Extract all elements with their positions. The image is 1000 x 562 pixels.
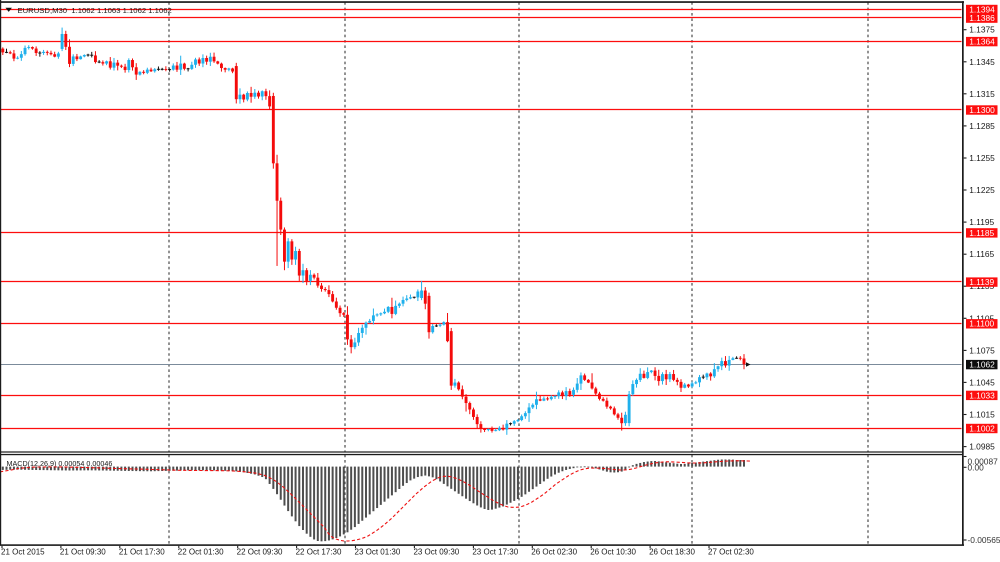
svg-text:1.1345: 1.1345 xyxy=(969,57,995,67)
svg-text:MACD(12,26,9) 0.00054 0.00046: MACD(12,26,9) 0.00054 0.00046 xyxy=(7,459,113,468)
svg-text:1.1255: 1.1255 xyxy=(969,153,995,163)
svg-text:1.1165: 1.1165 xyxy=(969,249,994,259)
svg-text:1.1195: 1.1195 xyxy=(969,217,994,227)
svg-text:21 Oct 09:30: 21 Oct 09:30 xyxy=(60,548,106,557)
svg-text:1.1100: 1.1100 xyxy=(969,319,994,329)
svg-text:EURUSD,M30 1.1062 1.1063 1.10: EURUSD,M30 1.1062 1.1063 1.1062 1.1062 xyxy=(18,6,172,15)
svg-text:22 Oct 09:30: 22 Oct 09:30 xyxy=(237,548,283,557)
svg-text:26 Oct 02:30: 26 Oct 02:30 xyxy=(531,548,577,557)
svg-text:1.1002: 1.1002 xyxy=(969,423,995,433)
svg-text:1.1285: 1.1285 xyxy=(969,121,995,131)
svg-text:1.1062: 1.1062 xyxy=(969,360,995,370)
svg-text:1.1375: 1.1375 xyxy=(969,25,995,35)
svg-text:1.1315: 1.1315 xyxy=(969,89,995,99)
svg-text:0.00: 0.00 xyxy=(968,462,985,472)
svg-text:23 Oct 17:30: 23 Oct 17:30 xyxy=(472,548,518,557)
svg-text:1.0985: 1.0985 xyxy=(969,442,995,452)
svg-text:26 Oct 18:30: 26 Oct 18:30 xyxy=(649,548,695,557)
svg-text:21 Oct 17:30: 21 Oct 17:30 xyxy=(119,548,165,557)
svg-text:0.00087: 0.00087 xyxy=(968,456,999,466)
svg-text:1.1015: 1.1015 xyxy=(969,410,995,420)
svg-text:23 Oct 09:30: 23 Oct 09:30 xyxy=(413,548,459,557)
svg-text:1.1386: 1.1386 xyxy=(969,13,995,23)
svg-text:1.1139: 1.1139 xyxy=(969,277,994,287)
svg-text:26 Oct 10:30: 26 Oct 10:30 xyxy=(590,548,636,557)
svg-text:22 Oct 01:30: 22 Oct 01:30 xyxy=(178,548,224,557)
svg-text:1.1033: 1.1033 xyxy=(969,390,995,400)
svg-text:1.1105: 1.1105 xyxy=(969,313,994,323)
svg-text:21 Oct 2015: 21 Oct 2015 xyxy=(1,548,45,557)
svg-text:-0.00565: -0.00565 xyxy=(968,535,1000,545)
svg-text:1.1225: 1.1225 xyxy=(969,185,995,195)
svg-text:23 Oct 01:30: 23 Oct 01:30 xyxy=(355,548,401,557)
svg-text:27 Oct 02:30: 27 Oct 02:30 xyxy=(708,548,754,557)
svg-text:1.1364: 1.1364 xyxy=(969,36,995,46)
svg-text:1.1075: 1.1075 xyxy=(969,345,995,355)
svg-text:1.1185: 1.1185 xyxy=(969,228,994,238)
svg-text:1.1300: 1.1300 xyxy=(969,105,995,115)
svg-text:22 Oct 17:30: 22 Oct 17:30 xyxy=(296,548,342,557)
svg-text:1.1045: 1.1045 xyxy=(969,377,995,387)
svg-text:1.1394: 1.1394 xyxy=(969,4,995,14)
